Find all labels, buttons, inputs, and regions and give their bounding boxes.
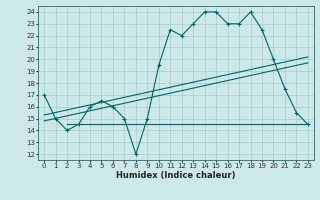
X-axis label: Humidex (Indice chaleur): Humidex (Indice chaleur) — [116, 171, 236, 180]
